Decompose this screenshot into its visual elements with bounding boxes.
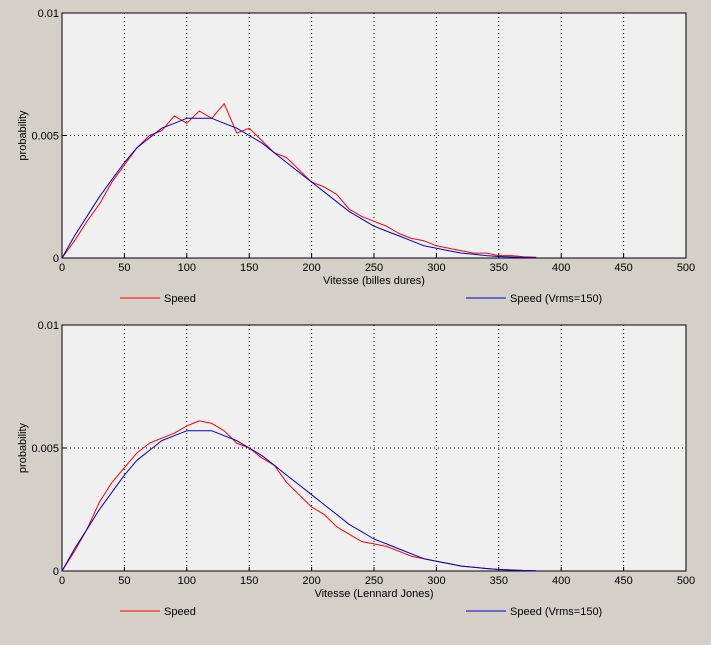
y-axis-label: probability xyxy=(17,422,29,473)
charts-layer: 0 50 100 150 200 250 300 350 400 450 50000.0050.01… xyxy=(17,8,695,618)
x-tick-label: 500 xyxy=(677,262,695,274)
x-tick-label: 400 xyxy=(552,575,570,587)
y-tick-label: 0 xyxy=(53,566,59,578)
y-tick-label: 0.005 xyxy=(31,131,59,143)
x-tick-label: 150 xyxy=(240,575,258,587)
x-axis-label: Vitesse (billes dures) xyxy=(323,275,425,287)
x-tick-label: 150 xyxy=(240,262,258,274)
x-tick-label: 50 xyxy=(118,575,130,587)
x-tick-label: 400 xyxy=(552,262,570,274)
y-tick-label: 0 xyxy=(53,253,59,265)
series-line-speed-vrms xyxy=(61,430,537,572)
y-tick-label: 0.01 xyxy=(38,8,59,20)
x-tick-label: 250 xyxy=(365,262,383,274)
x-tick-label: 300 xyxy=(427,262,445,274)
chart-panel-2: 0 50 100 150 200 250 300 350 400 450 500 0 0.005 0.01… xyxy=(17,320,695,618)
x-axis-label: Vitesse (Lennard Jones) xyxy=(314,588,433,600)
x-tick-label: 200 xyxy=(302,262,320,274)
x-tick-label: 450 xyxy=(614,262,632,274)
legend-label: Speed xyxy=(164,606,196,618)
x-tick-label: 500 xyxy=(677,575,695,587)
y-tick-label: 0.005 xyxy=(31,443,59,455)
x-tick-label: 0 xyxy=(59,575,65,587)
y-axis-label: probability xyxy=(17,110,29,161)
series-line-speed-vrms xyxy=(61,117,537,259)
x-tick-label: 200 xyxy=(302,575,320,587)
x-tick-label: 350 xyxy=(490,262,508,274)
x-tick-label: 300 xyxy=(427,575,445,587)
x-tick-label: 50 xyxy=(118,262,130,274)
x-tick-label: 100 xyxy=(178,262,196,274)
x-tick-label: 250 xyxy=(365,575,383,587)
legend-label: Speed (Vrms=150) xyxy=(510,606,602,618)
x-tick-label: 100 xyxy=(178,575,196,587)
x-tick-label: 350 xyxy=(490,575,508,587)
legend-label: Speed xyxy=(164,293,196,305)
x-tick-label: 450 xyxy=(614,575,632,587)
y-tick-label: 0.01 xyxy=(38,320,59,332)
x-tick-label: 0 xyxy=(59,262,65,274)
series-line-speed xyxy=(61,103,537,259)
legend-label: Speed (Vrms=150) xyxy=(510,293,602,305)
chart-panel-1: 0 50 100 150 200 250 300 350 400 450 500 0 0.005 0.01… xyxy=(17,8,695,305)
